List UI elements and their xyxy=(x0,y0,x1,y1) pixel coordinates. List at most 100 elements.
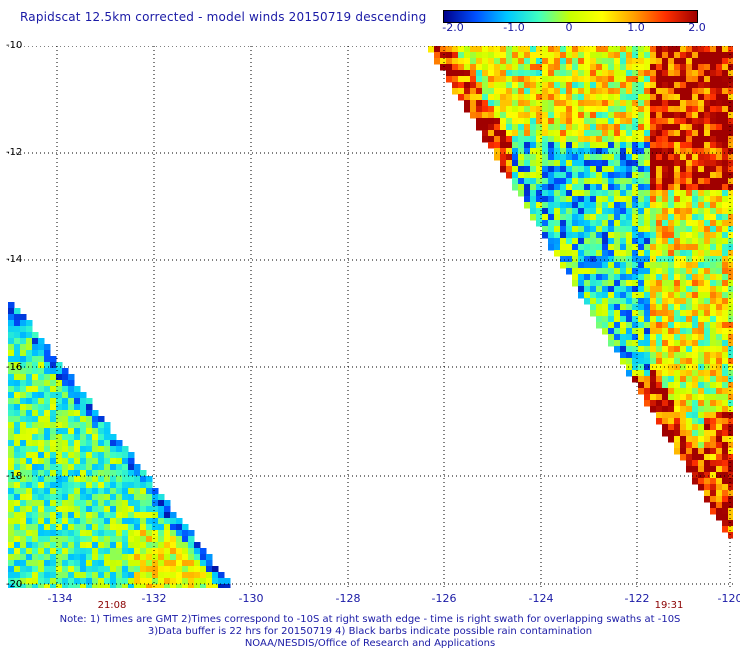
wind-cell xyxy=(674,112,681,119)
wind-cell xyxy=(554,190,561,197)
wind-cell xyxy=(62,488,69,495)
wind-cell xyxy=(710,76,717,83)
wind-cell xyxy=(626,298,633,305)
wind-cell xyxy=(92,572,99,579)
wind-cell xyxy=(722,418,729,425)
wind-cell xyxy=(128,536,135,543)
wind-cell xyxy=(686,388,693,395)
wind-cell xyxy=(692,364,699,371)
wind-cell xyxy=(152,500,159,507)
wind-cell xyxy=(80,560,87,567)
wind-cell xyxy=(92,578,99,585)
wind-cell xyxy=(620,166,627,173)
wind-cell xyxy=(686,58,693,65)
wind-cell xyxy=(86,404,93,411)
wind-cell xyxy=(590,304,597,311)
wind-cell xyxy=(32,440,39,447)
wind-cell xyxy=(602,88,609,95)
wind-cell xyxy=(98,524,105,531)
wind-cell xyxy=(128,512,135,519)
wind-cell xyxy=(92,428,99,435)
wind-cell xyxy=(626,268,633,275)
wind-cell xyxy=(584,64,591,71)
wind-cell xyxy=(602,136,609,143)
wind-cell xyxy=(584,292,591,299)
wind-cell xyxy=(170,518,177,525)
wind-cell xyxy=(8,326,15,333)
wind-cell xyxy=(686,412,693,419)
wind-cell xyxy=(650,364,657,371)
wind-cell xyxy=(644,268,651,275)
wind-cell xyxy=(548,118,555,125)
wind-cell xyxy=(644,196,651,203)
wind-cell xyxy=(686,448,693,455)
wind-cell xyxy=(176,518,183,525)
wind-cell xyxy=(650,406,657,413)
wind-cell xyxy=(704,394,711,401)
wind-cell xyxy=(632,340,639,347)
wind-cell xyxy=(716,286,723,293)
wind-cell xyxy=(20,356,27,363)
wind-cell xyxy=(158,566,165,573)
wind-cell xyxy=(146,554,153,561)
wind-cell xyxy=(626,76,633,83)
wind-cell xyxy=(116,566,123,573)
wind-cell xyxy=(38,476,45,483)
wind-cell xyxy=(674,424,681,431)
wind-cell xyxy=(86,536,93,543)
wind-cell xyxy=(38,434,45,441)
wind-cell xyxy=(650,100,657,107)
wind-cell xyxy=(8,464,15,471)
wind-cell xyxy=(560,262,567,269)
wind-cell xyxy=(608,292,615,299)
wind-cell xyxy=(200,566,207,573)
wind-cell xyxy=(140,518,147,525)
wind-cell xyxy=(668,310,675,317)
latitude-label: -12 xyxy=(6,147,23,158)
wind-cell xyxy=(482,88,489,95)
wind-cell xyxy=(188,566,195,573)
wind-cell xyxy=(686,208,693,215)
wind-cell xyxy=(548,220,555,227)
wind-cell xyxy=(662,160,669,167)
wind-cell xyxy=(578,142,585,149)
wind-cell xyxy=(20,446,27,453)
wind-cell xyxy=(56,368,63,375)
wind-cell xyxy=(704,142,711,149)
wind-cell xyxy=(620,190,627,197)
wind-cell xyxy=(524,82,531,89)
wind-cell xyxy=(518,70,525,77)
wind-cell xyxy=(548,82,555,89)
wind-cell xyxy=(722,292,729,299)
wind-cell xyxy=(554,70,561,77)
wind-cell xyxy=(164,542,171,549)
wind-cell xyxy=(698,262,705,269)
wind-cell xyxy=(632,190,639,197)
wind-cell xyxy=(98,560,105,567)
wind-cell xyxy=(122,566,129,573)
wind-cell xyxy=(554,142,561,149)
wind-cell xyxy=(578,172,585,179)
wind-cell xyxy=(554,238,561,245)
wind-cell xyxy=(542,52,549,59)
wind-cell xyxy=(512,184,519,191)
wind-cell xyxy=(488,142,495,149)
wind-cell xyxy=(716,496,723,503)
wind-cell xyxy=(188,584,195,588)
wind-cell xyxy=(638,46,645,53)
wind-cell xyxy=(704,304,711,311)
wind-cell xyxy=(632,202,639,209)
wind-cell xyxy=(116,518,123,525)
wind-cell xyxy=(578,70,585,77)
wind-cell xyxy=(728,502,733,509)
wind-cell xyxy=(482,46,489,53)
wind-cell xyxy=(26,494,33,501)
wind-cell xyxy=(668,364,675,371)
wind-cell xyxy=(566,166,573,173)
wind-cell xyxy=(68,398,75,405)
wind-cell xyxy=(32,584,39,588)
wind-cell xyxy=(638,340,645,347)
wind-cell xyxy=(524,106,531,113)
wind-cell xyxy=(38,350,45,357)
wind-cell xyxy=(632,322,639,329)
